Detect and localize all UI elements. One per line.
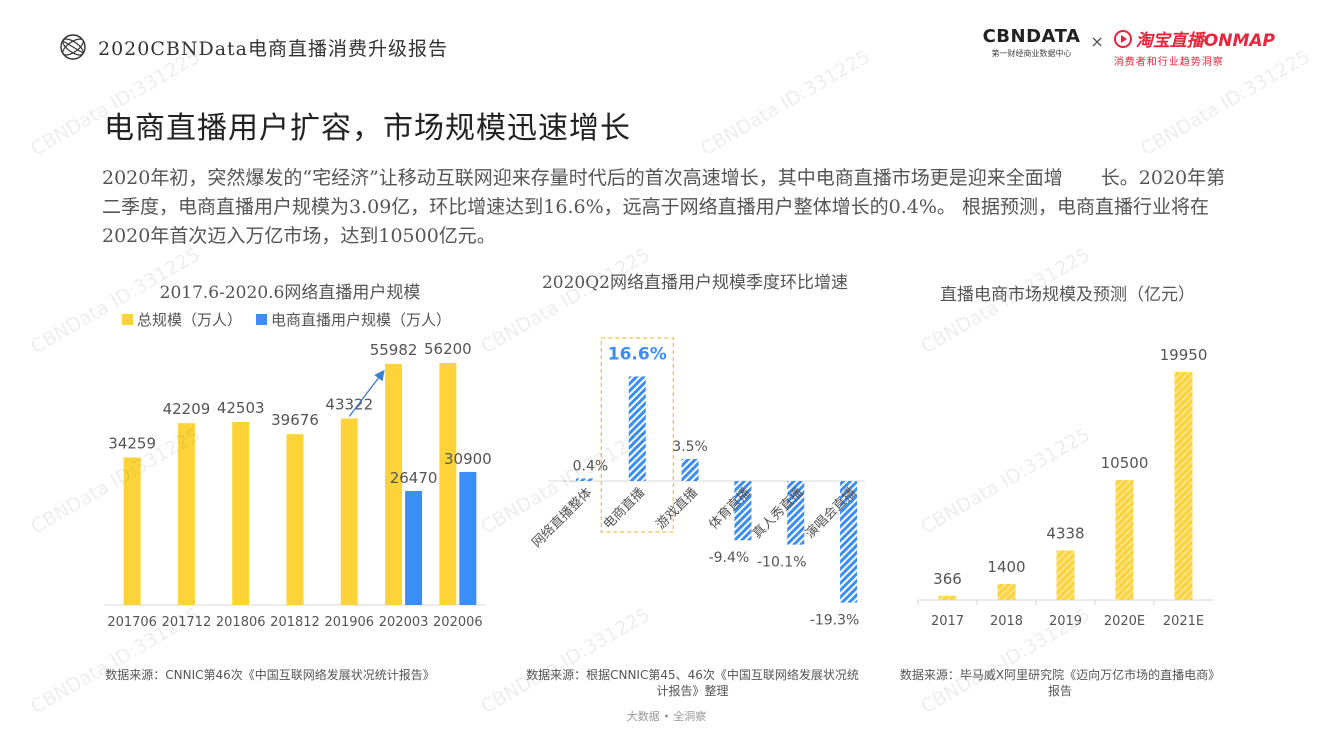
data-label-电商直播: 16.6% xyxy=(608,344,667,364)
data-label-total-202006: 56200 xyxy=(424,340,472,358)
bar-真人秀直播 xyxy=(787,481,805,545)
bar-2018 xyxy=(997,584,1016,600)
report-title: 2020CBNData电商直播消费升级报告 xyxy=(98,37,449,60)
bar-体育直播 xyxy=(734,481,752,541)
bar-演唱会直播 xyxy=(840,481,858,603)
report-header: 2020CBNData电商直播消费升级报告 xyxy=(58,30,448,64)
data-label-total-201812: 39676 xyxy=(271,411,319,429)
x-tick-label-2018: 2018 xyxy=(990,614,1023,629)
taobao-live-logo: 淘宝直播ONMAP 消费者和行业趋势洞察 xyxy=(1113,26,1275,68)
data-label-2018: 1400 xyxy=(987,558,1025,576)
bar-2017 xyxy=(938,595,957,600)
brand-logos: CBNDATA 第一财经商业数据中心 × 淘宝直播ONMAP 消费者和行业趋势洞… xyxy=(983,26,1275,68)
x-tick-label-2021E: 2021E xyxy=(1163,614,1204,629)
data-label-真人秀直播: -10.1% xyxy=(757,555,807,571)
bar-2020E xyxy=(1115,480,1134,600)
data-label-2021E: 19950 xyxy=(1160,346,1208,364)
data-label-2017: 366 xyxy=(933,570,962,588)
highlight-box-电商直播 xyxy=(600,337,674,533)
legend-label-total: 总规模（万人） xyxy=(137,311,243,329)
bar-2019 xyxy=(1056,550,1075,600)
chart3-title: 直播电商市场规模及预测（亿元） xyxy=(940,285,1195,305)
x-tick-label-201712: 201712 xyxy=(162,615,212,630)
growth-arrow xyxy=(348,369,385,417)
bar-2021E xyxy=(1174,372,1193,600)
data-label-2020E: 10500 xyxy=(1101,454,1149,472)
cbndata-logo-text: CBNDATA xyxy=(982,26,1081,47)
data-label-total-201706: 34259 xyxy=(108,434,156,452)
x-tick-label-202006: 202006 xyxy=(433,615,483,630)
chart1-legend: 总规模（万人） 电商直播用户规模（万人） xyxy=(122,309,465,330)
x-tick-label-2019: 2019 xyxy=(1049,614,1082,629)
x-tick-label-2017: 2017 xyxy=(931,614,964,629)
bar-电商直播 xyxy=(628,376,646,481)
taobao-live-logo-text: 淘宝直播ONMAP xyxy=(1135,31,1275,51)
x-tick-label-201906: 201906 xyxy=(324,615,374,630)
data-label-网络直播整体: 0.4% xyxy=(573,458,609,474)
chart1-title: 2017.6-2020.6网络直播用户规模 xyxy=(159,283,421,303)
x-tick-label-201812: 201812 xyxy=(270,615,320,630)
bar-total-202006 xyxy=(439,362,457,605)
data-label-2019: 4338 xyxy=(1046,524,1084,542)
bar-ecommerce-202003 xyxy=(405,491,423,605)
x-tick-label-201706: 201706 xyxy=(107,615,157,630)
taobao-live-logo-subtext: 消费者和行业趋势洞察 xyxy=(1113,57,1224,68)
bar-ecommerce-202006 xyxy=(459,471,477,605)
x-tick-label-201806: 201806 xyxy=(216,615,266,630)
chart2-title: 2020Q2网络直播用户规模季度环比增速 xyxy=(541,273,849,293)
data-label-total-202003: 55982 xyxy=(370,341,418,359)
bar-total-201706 xyxy=(123,457,141,605)
x-tick-label-2020E: 2020E xyxy=(1104,614,1145,629)
data-label-ecommerce-202003: 26470 xyxy=(390,469,438,487)
legend-item-ecommerce: 电商直播用户规模（万人） xyxy=(256,309,451,330)
bar-网络直播整体 xyxy=(575,478,593,481)
data-label-total-201806: 42503 xyxy=(217,399,265,417)
legend-label-ecommerce: 电商直播用户规模（万人） xyxy=(271,311,452,329)
data-label-游戏直播: 3.5% xyxy=(672,439,708,455)
legend-swatch-blue xyxy=(256,314,268,325)
bar-游戏直播 xyxy=(681,458,699,481)
legend-item-total: 总规模（万人） xyxy=(122,309,242,330)
data-label-total-201712: 42209 xyxy=(163,400,211,418)
data-label-演唱会直播: -19.3% xyxy=(810,613,860,629)
slide-title: 电商直播用户扩容，市场规模迅速增长 xyxy=(104,111,631,146)
data-label-体育直播: -9.4% xyxy=(709,550,750,566)
play-icon xyxy=(1113,29,1132,48)
chart2-source: 数据来源：根据CNNIC第45、46次《中国互联网络发展状况统计报告》整理 xyxy=(526,668,859,698)
legend-swatch-yellow xyxy=(122,314,133,325)
footer-slogan: 大数据 • 全洞察 xyxy=(626,710,707,723)
bar-total-201806 xyxy=(232,421,250,605)
globe-logo-icon xyxy=(60,34,86,60)
intro-paragraph: 2020年初，突然爆发的“宅经济”让移动互联网迎来存量时代后的首次高速增长，其中… xyxy=(102,167,1226,247)
bar-total-202003 xyxy=(385,363,403,605)
bar-total-201712 xyxy=(177,423,195,605)
chart3-source: 数据来源：毕马威X阿里研究院《迈向万亿市场的直播电商》 报告 xyxy=(899,668,1221,698)
brand-separator: × xyxy=(1090,32,1104,51)
data-label-ecommerce-202006: 30900 xyxy=(444,450,492,468)
bar-total-201906 xyxy=(340,418,358,605)
x-tick-label-202003: 202003 xyxy=(379,615,429,630)
chart1-source: 数据来源：CNNIC第46次《中国互联网络发展状况统计报告》 xyxy=(105,668,435,682)
cbndata-logo: CBNDATA 第一财经商业数据中心 xyxy=(983,26,1081,59)
cbndata-logo-subtext: 第一财经商业数据中心 xyxy=(991,49,1072,58)
bar-total-201812 xyxy=(286,434,304,605)
